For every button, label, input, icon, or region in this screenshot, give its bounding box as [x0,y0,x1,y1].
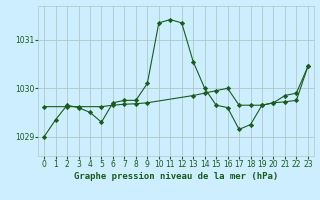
X-axis label: Graphe pression niveau de la mer (hPa): Graphe pression niveau de la mer (hPa) [74,172,278,181]
